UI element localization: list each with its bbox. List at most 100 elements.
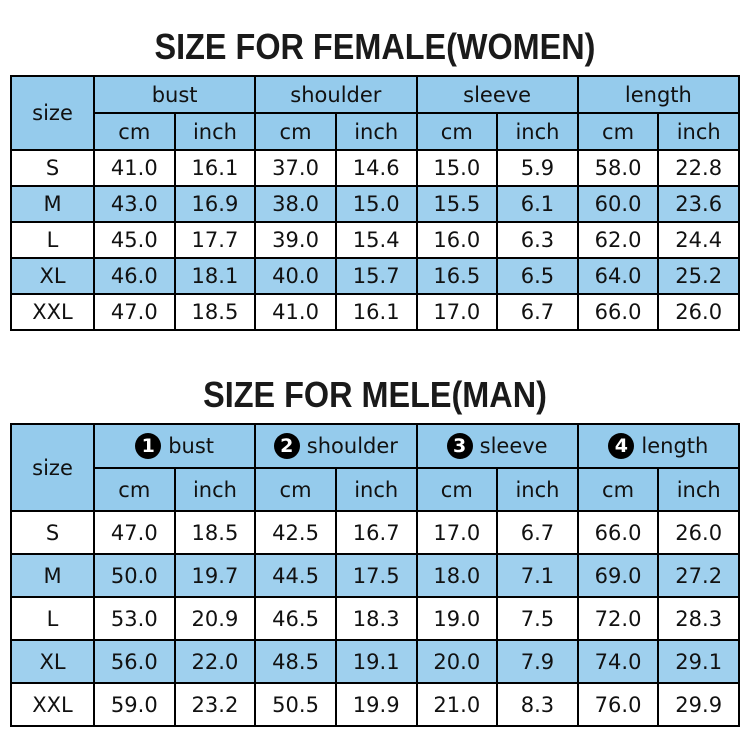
table-body: S 41.0 16.1 37.0 14.6 15.0 5.9 58.0 22.8 M 43.0 16.… xyxy=(10,149,740,331)
value-cell: 50.5 xyxy=(254,682,337,727)
group-header-sleeve: sleeve xyxy=(415,75,579,114)
group-header-shoulder: shoulder xyxy=(254,75,418,114)
value-cell: 69.0 xyxy=(576,553,660,598)
value-cell: 60.0 xyxy=(576,185,660,223)
group-header-bust: 1 bust xyxy=(92,423,257,469)
value-cell: 18.3 xyxy=(334,596,418,641)
size-row-M: M 50.0 19.7 44.5 17.5 18.0 7.1 69.0 27.2 xyxy=(10,553,740,598)
value-cell: 15.7 xyxy=(334,257,418,295)
number-badge-4: 4 xyxy=(608,433,635,459)
value-cell: 20.0 xyxy=(415,639,499,684)
group-label-bust: bust xyxy=(168,434,215,458)
value-cell: 53.0 xyxy=(93,596,176,641)
value-cell: 39.0 xyxy=(254,221,337,259)
value-cell: 64.0 xyxy=(576,257,660,295)
value-cell: 6.7 xyxy=(496,293,579,331)
size-row-XXL: XXL 47.0 18.5 41.0 16.1 17.0 6.7 66.0 26.0 xyxy=(10,293,740,331)
value-cell: 72.0 xyxy=(576,596,660,641)
size-row-XL: XL 46.0 18.1 40.0 15.7 16.5 6.5 64.0 25.2 xyxy=(10,257,740,295)
value-cell: 45.0 xyxy=(93,221,176,259)
value-cell: 20.9 xyxy=(173,596,257,641)
value-cell: 23.2 xyxy=(173,682,257,727)
unit-header-shoulder-inch: inch xyxy=(334,467,418,512)
size-row-L: L 45.0 17.7 39.0 15.4 16.0 6.3 62.0 24.4 xyxy=(10,221,740,259)
number-badge-1: 1 xyxy=(135,433,162,459)
value-cell: 17.5 xyxy=(334,553,418,598)
male-size-table: size 1 bust 2 shoulder 3 sleeve 4 length cm inch cm… xyxy=(10,423,741,727)
group-header-bust: bust xyxy=(92,75,257,114)
value-cell: 40.0 xyxy=(254,257,337,295)
value-cell: 6.1 xyxy=(496,185,579,223)
unit-header-row: cm inch cm inch cm inch cm inch xyxy=(11,467,740,512)
size-cell: XL xyxy=(10,639,95,684)
size-row-M: M 43.0 16.9 38.0 15.0 15.5 6.1 60.0 23.6 xyxy=(10,185,740,223)
group-label-shoulder: shoulder xyxy=(306,434,398,458)
group-label-sleeve: sleeve xyxy=(463,83,532,107)
value-cell: 46.0 xyxy=(93,257,176,295)
unit-header-shoulder-cm: cm xyxy=(254,467,337,512)
value-cell: 19.0 xyxy=(415,596,499,641)
value-cell: 6.7 xyxy=(496,510,579,555)
value-cell: 74.0 xyxy=(576,639,660,684)
size-cell: L xyxy=(10,221,95,259)
value-cell: 76.0 xyxy=(576,682,660,727)
number-badge-3: 3 xyxy=(446,433,473,459)
unit-header-bust-cm: cm xyxy=(93,112,176,151)
group-header-length: length xyxy=(576,75,741,114)
group-label-shoulder: shoulder xyxy=(290,83,382,107)
value-cell: 16.1 xyxy=(173,149,257,187)
size-cell: M xyxy=(10,185,95,223)
value-cell: 62.0 xyxy=(576,221,660,259)
size-column-header: size xyxy=(10,75,95,151)
male-table-title: SIZE FOR MELE(MAN) xyxy=(203,374,547,415)
value-cell: 44.5 xyxy=(254,553,337,598)
group-header-shoulder: 2 shoulder xyxy=(254,423,418,469)
value-cell: 18.5 xyxy=(173,293,257,331)
value-cell: 21.0 xyxy=(415,682,499,727)
unit-header-length-cm: cm xyxy=(576,467,660,512)
table-body: S 47.0 18.5 42.5 16.7 17.0 6.7 66.0 26.0 M 50.0 19.… xyxy=(10,510,740,727)
value-cell: 25.2 xyxy=(657,257,740,295)
value-cell: 24.4 xyxy=(657,221,740,259)
value-cell: 26.0 xyxy=(657,510,740,555)
value-cell: 15.4 xyxy=(334,221,418,259)
size-cell: XL xyxy=(10,257,95,295)
value-cell: 46.5 xyxy=(254,596,337,641)
value-cell: 6.3 xyxy=(496,221,579,259)
group-header-row: size 1 bust 2 shoulder 3 sleeve 4 length xyxy=(10,423,741,512)
value-cell: 15.0 xyxy=(415,149,499,187)
value-cell: 29.1 xyxy=(657,639,740,684)
table-header: size bust shoulder sleeve length cm inch cm inch… xyxy=(10,75,741,151)
value-cell: 17.0 xyxy=(415,293,499,331)
value-cell: 8.3 xyxy=(496,682,579,727)
size-column-header: size xyxy=(10,423,95,512)
size-row-S: S 41.0 16.1 37.0 14.6 15.0 5.9 58.0 22.8 xyxy=(10,149,740,187)
unit-header-sleeve-cm: cm xyxy=(415,467,499,512)
group-label-bust: bust xyxy=(151,83,198,107)
value-cell: 16.1 xyxy=(334,293,418,331)
unit-header-sleeve-inch: inch xyxy=(496,112,579,151)
table-header: size 1 bust 2 shoulder 3 sleeve 4 length cm inch cm… xyxy=(10,423,741,512)
value-cell: 41.0 xyxy=(254,293,337,331)
size-cell: S xyxy=(10,510,95,555)
value-cell: 66.0 xyxy=(576,293,660,331)
value-cell: 18.1 xyxy=(173,257,257,295)
size-cell: M xyxy=(10,553,95,598)
value-cell: 66.0 xyxy=(576,510,660,555)
value-cell: 19.1 xyxy=(334,639,418,684)
value-cell: 15.5 xyxy=(415,185,499,223)
value-cell: 6.5 xyxy=(496,257,579,295)
value-cell: 50.0 xyxy=(93,553,176,598)
group-label-length: length xyxy=(624,83,692,107)
group-label-length: length xyxy=(641,434,709,458)
unit-header-length-cm: cm xyxy=(576,112,660,151)
value-cell: 38.0 xyxy=(254,185,337,223)
unit-header-sleeve-inch: inch xyxy=(496,467,579,512)
number-badge-2: 2 xyxy=(273,433,300,459)
unit-header-shoulder-cm: cm xyxy=(254,112,337,151)
female-size-table: size bust shoulder sleeve length cm inch cm inch… xyxy=(10,75,741,331)
value-cell: 42.5 xyxy=(254,510,337,555)
size-cell: XXL xyxy=(10,293,95,331)
value-cell: 28.3 xyxy=(657,596,740,641)
value-cell: 18.5 xyxy=(173,510,257,555)
